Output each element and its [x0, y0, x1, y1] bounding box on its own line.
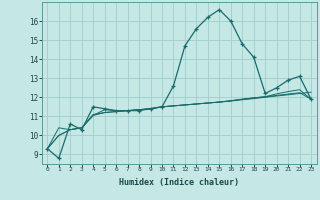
X-axis label: Humidex (Indice chaleur): Humidex (Indice chaleur)	[119, 178, 239, 187]
